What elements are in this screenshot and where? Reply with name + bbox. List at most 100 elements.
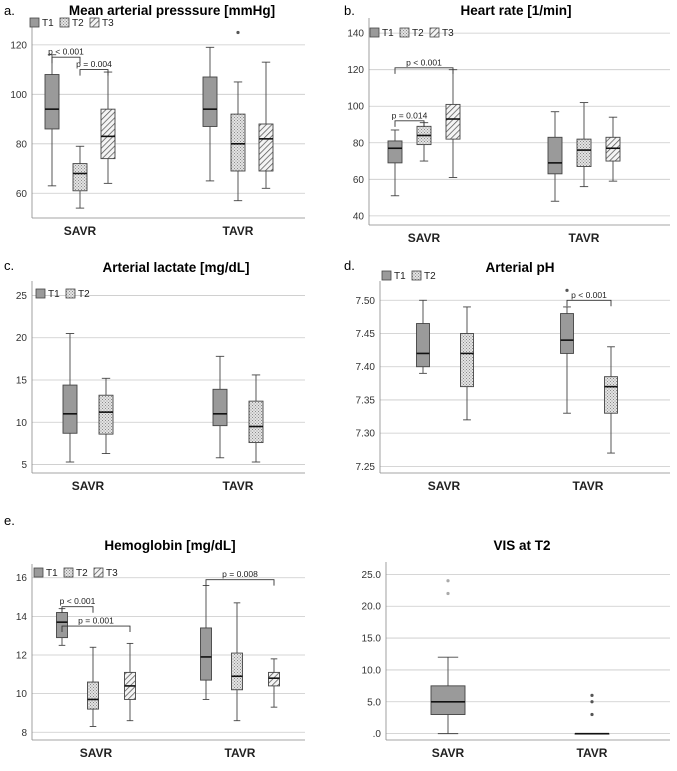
outlier-point [446, 579, 450, 583]
legend-swatch [29, 17, 40, 28]
box-tavr-t2 [230, 81, 246, 202]
chart-title: Arterial lactate [mg/dL] [102, 260, 249, 275]
y-tick-label: 60 [16, 189, 28, 200]
panel-letter: e. [4, 513, 15, 528]
p-value-label: p < 0.001 [406, 57, 442, 67]
box-iqr [72, 163, 88, 192]
box-savr-t2 [72, 145, 88, 209]
box-tavr-t3 [258, 61, 274, 189]
y-tick-label: 8 [21, 728, 27, 739]
legend-label: T1 [382, 28, 394, 39]
significance-bracket [61, 625, 131, 633]
category-label: TAVR [225, 746, 256, 760]
outlier-point [236, 30, 240, 35]
p-value-label: p = 0.004 [76, 59, 112, 69]
y-tick-label: 25.0 [362, 570, 382, 581]
p-value-label: p = 0.014 [392, 110, 428, 120]
legend-label: T2 [412, 28, 424, 39]
box-tavr-t1 [547, 111, 563, 202]
y-tick-label: 10 [16, 689, 28, 700]
y-tick-label: 15 [16, 376, 28, 387]
legend-swatch [369, 27, 380, 38]
chart-panel-5: e. Hemoglobin [mg/dL] 8 10 12 14 16 SAVR TAVR p <… [4, 513, 305, 760]
outlier-point [590, 700, 594, 704]
legend-label: T1 [394, 271, 406, 282]
box-tavr-t2 [576, 102, 592, 188]
box-iqr [268, 671, 280, 687]
chart-title: VIS at T2 [493, 538, 550, 553]
box-iqr [87, 681, 99, 710]
box-iqr [560, 313, 574, 354]
panel-letter: c. [4, 258, 14, 273]
category-label: TAVR [223, 224, 254, 238]
box-iqr [100, 108, 116, 160]
significance-bracket [205, 579, 275, 586]
y-tick-label: 10.0 [362, 665, 382, 676]
p-value-label: p < 0.001 [571, 290, 607, 300]
box-iqr [56, 612, 68, 639]
y-tick-label: 60 [353, 175, 365, 186]
significance-bracket [566, 299, 612, 307]
p-value-label: p = 0.001 [78, 616, 114, 626]
y-tick-label: 25 [16, 291, 28, 302]
y-tick-label: 100 [10, 90, 27, 101]
category-label: SAVR [432, 746, 465, 760]
panel-letter: a. [4, 3, 15, 18]
y-tick-label: 15.0 [362, 634, 382, 645]
legend-label: T2 [76, 568, 88, 579]
panel-letter: b. [344, 3, 355, 18]
y-tick-label: 5 [21, 460, 27, 471]
chart-title: Hemoglobin [mg/dL] [104, 538, 235, 553]
category-label: TAVR [573, 479, 604, 493]
p-value-label: p < 0.001 [48, 47, 84, 57]
box-iqr [605, 136, 621, 162]
box-iqr [200, 627, 212, 681]
y-tick-label: 100 [347, 102, 364, 113]
box-savr-t1 [416, 299, 430, 374]
legend-swatch [59, 17, 70, 28]
y-tick-label: 7.40 [356, 362, 376, 373]
box-iqr [212, 388, 228, 427]
legend-swatch [429, 27, 440, 38]
category-label: SAVR [64, 224, 97, 238]
box-iqr [231, 652, 243, 691]
panel-letter: d. [344, 258, 355, 273]
y-tick-label: 7.30 [356, 429, 376, 440]
box-tavr-t1 [202, 46, 218, 182]
box-tavr-t3 [268, 658, 280, 708]
y-tick-label: 140 [347, 29, 364, 40]
y-tick-label: .0 [373, 729, 382, 740]
legend-label: T3 [102, 18, 114, 29]
legend-label: T2 [72, 18, 84, 29]
y-tick-label: 10 [16, 418, 28, 429]
y-tick-label: 16 [16, 573, 28, 584]
outlier-point [590, 712, 594, 717]
box-savr-t2 [98, 377, 114, 455]
y-tick-label: 7.35 [356, 395, 376, 406]
category-label: SAVR [72, 479, 105, 493]
y-tick-label: 20 [16, 333, 28, 344]
box-iqr [576, 138, 592, 167]
legend-swatch [63, 567, 74, 578]
chart-title: Heart rate [1/min] [460, 3, 571, 18]
box-iqr [202, 76, 218, 127]
legend-swatch [381, 270, 392, 281]
box-savr-t1 [62, 333, 78, 463]
chart-panel-3: c. Arterial lactate [mg/dL] 5 10 15 20 25 SAVR T… [4, 258, 305, 493]
category-label: TAVR [577, 746, 608, 760]
y-tick-label: 80 [353, 138, 365, 149]
box-iqr [62, 384, 78, 434]
legend-label: T2 [78, 289, 90, 300]
box-iqr [430, 685, 466, 715]
outlier-point [446, 591, 450, 596]
chart-panel-6: VIS at T2 .0 5.0 10.0 15.0 20.0 25.0 SAVR TAVR [362, 538, 670, 760]
chart-panel-2: b. Heart rate [1/min] 40 60 80 100 120 140 SAVR T… [344, 3, 670, 245]
significance-bracket [51, 56, 81, 64]
y-tick-label: 7.25 [356, 462, 376, 473]
box-tavr-t2 [248, 374, 264, 463]
box-tavr-series [574, 732, 610, 735]
legend-swatch [33, 567, 44, 578]
box-tavr-t1 [560, 306, 574, 414]
legend-label: T1 [46, 568, 58, 579]
legend-swatch [35, 288, 46, 299]
